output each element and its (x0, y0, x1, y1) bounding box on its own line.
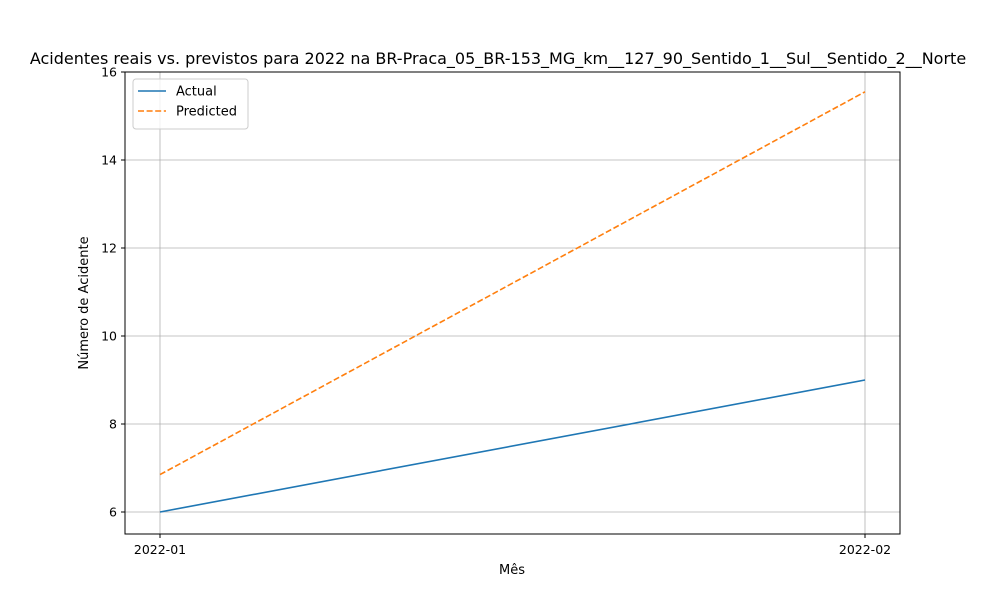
plot-frame (124, 71, 901, 535)
axis-ticks: 6 8 10 12 14 16 2022-01 2022-02 (101, 65, 891, 558)
legend: Actual Predicted (132, 78, 249, 130)
y-tick-label: 6 (109, 505, 117, 520)
legend-label-actual: Actual (176, 85, 217, 100)
grid-lines (125, 71, 900, 534)
x-axis-label: Mês (499, 563, 525, 578)
y-tick-label: 10 (101, 329, 117, 344)
chart-title: Acidentes reais vs. previstos para 2022 … (30, 49, 966, 69)
y-tick-label: 12 (101, 241, 117, 256)
x-tick-label: 2022-02 (839, 542, 891, 557)
series-lines (159, 91, 866, 513)
series-line-predicted (159, 91, 866, 476)
y-tick-label: 14 (101, 153, 117, 168)
x-tick-label: 2022-01 (134, 542, 186, 557)
y-axis-label: Número de Acidente (77, 236, 92, 369)
series-line-actual (159, 379, 866, 513)
legend-label-predicted: Predicted (176, 105, 237, 120)
y-tick-label: 16 (101, 65, 117, 80)
y-tick-label: 8 (109, 417, 117, 432)
